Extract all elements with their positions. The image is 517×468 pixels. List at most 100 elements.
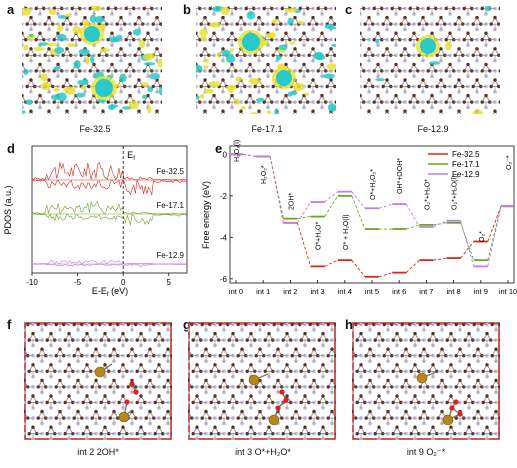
carbon-atom xyxy=(155,15,159,20)
nitrogen-atom xyxy=(352,421,354,426)
carbon-atom xyxy=(280,6,284,11)
isosurface-lobe xyxy=(264,32,277,39)
carbon-atom xyxy=(381,22,385,26)
fe-x-tick-label: int 2 xyxy=(283,287,297,296)
carbon-atom xyxy=(209,432,213,436)
structure-int2-2oh xyxy=(24,322,172,440)
carbon-atom xyxy=(171,370,172,373)
carbon-atom xyxy=(285,394,289,398)
carbon-atom xyxy=(479,84,483,89)
carbon-atom xyxy=(462,69,466,73)
carbon-atom xyxy=(26,354,30,358)
carbon-atom xyxy=(371,22,375,26)
carbon-atom xyxy=(115,53,119,57)
carbon-atom xyxy=(148,378,152,383)
carbon-atom xyxy=(308,354,312,358)
carbon-atom xyxy=(390,69,394,73)
nitrogen-atom xyxy=(368,359,372,363)
free-energy-y-axis-label: Free energy (eV) xyxy=(201,181,211,249)
nitrogen-atom xyxy=(258,390,262,395)
carbon-atom xyxy=(303,331,307,336)
carbon-atom xyxy=(90,385,94,389)
carbon-atom xyxy=(85,394,89,398)
carbon-atom xyxy=(330,378,334,383)
nitrogen-atom xyxy=(377,375,381,379)
carbon-atom xyxy=(119,47,123,51)
carbon-atom xyxy=(444,100,448,104)
carbon-atom xyxy=(157,394,161,398)
panel-label-a: a xyxy=(7,2,15,17)
isosurface-lobe xyxy=(196,64,203,73)
nitrogen-atom xyxy=(22,43,24,47)
carbon-atom xyxy=(431,394,435,398)
nitrogen-atom xyxy=(76,359,80,363)
panel-label-d: d xyxy=(7,141,15,156)
carbon-atom xyxy=(422,347,426,351)
carbon-atom xyxy=(249,363,253,367)
isosurface-lobe xyxy=(297,20,304,25)
carbon-atom xyxy=(162,354,166,358)
isosurface-lobe xyxy=(147,105,152,114)
carbon-atom xyxy=(480,69,484,73)
carbon-atom xyxy=(385,15,389,20)
carbon-atom xyxy=(121,425,125,429)
carbon-atom xyxy=(354,322,358,327)
carbon-atom xyxy=(334,6,336,11)
carbon-atom xyxy=(372,100,376,104)
fe-intermediate-label: H₂O₂* xyxy=(261,165,268,184)
carbon-atom xyxy=(40,409,44,414)
carbon-atom xyxy=(427,369,431,373)
carbon-atom xyxy=(248,93,252,98)
carbon-atom xyxy=(399,400,403,405)
pdos-series-label: Fe-17.1 xyxy=(156,201,184,210)
nitrogen-atom xyxy=(360,43,362,47)
carbon-atom xyxy=(499,432,500,435)
carbon-atom xyxy=(262,385,266,389)
fe-x-tick-label: int 9 xyxy=(474,287,488,296)
carbon-atom xyxy=(227,432,231,436)
carbon-atom xyxy=(407,22,411,26)
carbon-atom xyxy=(480,385,484,389)
carbon-atom xyxy=(280,322,284,327)
carbon-atom xyxy=(476,378,480,383)
carbon-atom xyxy=(413,394,417,398)
carbon-atom xyxy=(85,331,89,336)
carbon-atom xyxy=(249,394,253,398)
carbon-atom xyxy=(289,369,293,373)
isosurface-lobe xyxy=(331,43,336,47)
carbon-atom xyxy=(35,400,39,405)
carbon-atom xyxy=(472,416,476,420)
carbon-atom xyxy=(408,354,412,358)
carbon-atom xyxy=(352,409,354,414)
carbon-atom xyxy=(25,84,29,89)
carbon-atom xyxy=(263,432,267,436)
carbon-atom xyxy=(408,385,412,389)
carbon-atom xyxy=(449,363,453,367)
carbon-atom xyxy=(49,363,53,367)
nitrogen-atom xyxy=(94,359,98,363)
pdos-frame xyxy=(31,145,188,274)
carbon-atom xyxy=(72,416,76,420)
isosurface-lobe xyxy=(327,26,336,30)
isosurface-lobe xyxy=(248,77,261,85)
carbon-atom xyxy=(271,53,275,57)
carbon-atom xyxy=(453,369,457,373)
carbon-atom xyxy=(270,6,274,11)
carbon-atom xyxy=(235,22,239,26)
carbon-atom xyxy=(261,22,265,26)
isosurface-lobe xyxy=(28,33,34,38)
carbon-atom xyxy=(88,69,92,73)
carbon-atom xyxy=(106,6,110,11)
carbon-atom xyxy=(306,100,310,104)
carbon-atom xyxy=(70,69,74,73)
caption-int2: int 2 2OH* xyxy=(77,447,119,457)
carbon-atom xyxy=(213,331,217,336)
carbon-atom xyxy=(373,400,377,405)
caption-int3: int 3 O*+H₂O* xyxy=(235,447,291,457)
carbon-atom xyxy=(103,331,107,336)
carbon-atom xyxy=(354,416,358,420)
carbon-atom xyxy=(371,84,375,89)
carbon-atom xyxy=(499,370,500,373)
fe-legend-label: Fe-32.5 xyxy=(452,150,480,159)
carbon-atom xyxy=(22,62,24,67)
